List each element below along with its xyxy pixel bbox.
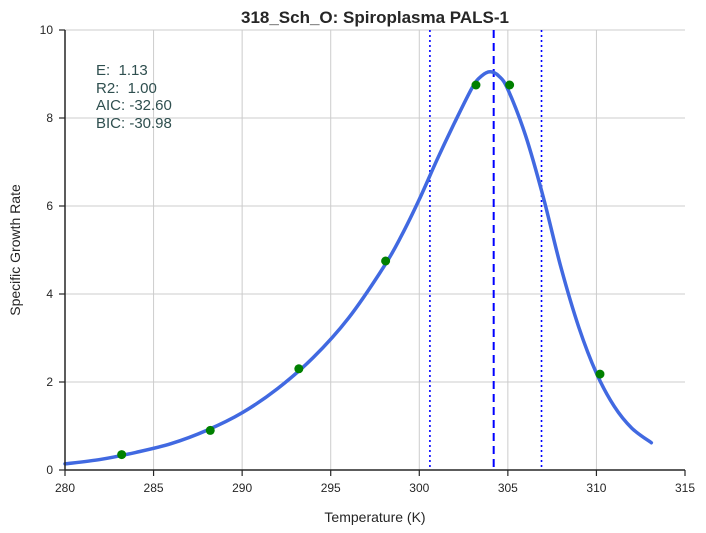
x-tick-label: 285: [144, 481, 164, 495]
data-point: [381, 256, 391, 266]
data-point: [595, 369, 605, 379]
y-tick-label: 2: [46, 375, 53, 389]
data-point: [471, 80, 481, 90]
reference-lines: [429, 30, 543, 470]
fit-statistics: E: 1.13 R2: 1.00 AIC: -32.60 BIC: -30.98: [96, 62, 172, 132]
stat-bic: BIC: -30.98: [96, 115, 172, 132]
x-tick-label: 300: [409, 481, 429, 495]
y-tick-label: 8: [46, 111, 53, 125]
x-tick-label: 310: [586, 481, 606, 495]
x-tick-label: 290: [232, 481, 252, 495]
x-axis-label: Temperature (K): [324, 509, 425, 525]
fit-curve: [63, 70, 654, 466]
x-tick-label: 280: [55, 481, 75, 495]
data-point: [117, 450, 127, 460]
chart-title: 318_Sch_O: Spiroplasma PALS-1: [241, 8, 509, 27]
stat-aic: AIC: -32.60: [96, 97, 172, 114]
series-layer: [63, 70, 654, 466]
y-tick-label: 10: [40, 23, 54, 37]
data-point: [294, 364, 304, 374]
data-point: [505, 80, 515, 90]
y-axis-label: Specific Growth Rate: [7, 184, 23, 316]
data-point: [205, 425, 215, 435]
y-tick-label: 0: [46, 463, 53, 477]
stat-e: E: 1.13: [96, 62, 148, 79]
x-tick-label: 315: [675, 481, 695, 495]
x-tick-label: 295: [321, 481, 341, 495]
x-tick-label: 305: [498, 481, 518, 495]
tick-labels: 280 285 290 295 300 305 310 315 0 2 4 6 8 10: [40, 23, 696, 495]
grid: [65, 29, 685, 470]
stat-r2: R2: 1.00: [96, 80, 157, 97]
y-tick-label: 6: [46, 199, 53, 213]
axes: [59, 29, 686, 476]
y-tick-label: 4: [46, 287, 53, 301]
